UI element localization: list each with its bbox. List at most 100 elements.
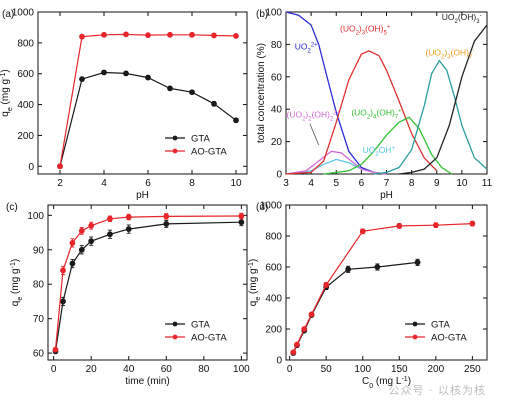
- y-tick-label: 60: [33, 349, 45, 360]
- data-point: [374, 264, 381, 270]
- series-line-2: [285, 150, 387, 175]
- y-tick-label: 0: [28, 162, 34, 173]
- x-tick-label: 200: [427, 364, 444, 375]
- annotation-arrow: [309, 123, 320, 145]
- data-point: [79, 76, 85, 83]
- y-tick-label: 800: [265, 232, 282, 243]
- y-tick-label: 600: [17, 69, 34, 80]
- y-tick-label: 60: [271, 72, 283, 83]
- data-point: [79, 33, 85, 40]
- data-point: [301, 326, 308, 332]
- panel-label: (a): [2, 9, 14, 20]
- data-point: [233, 33, 239, 39]
- species-label: (UO2)4(OH)7+: [351, 108, 402, 121]
- x-tick-label: 4: [308, 178, 314, 189]
- y-axis-label: qe (mg g-1): [0, 69, 14, 116]
- data-point: [233, 117, 239, 124]
- panel-a: 2 4 6 8 10 0 200 400 600 800 1000(a) pH qe (mg g-1) G…: [0, 8, 248, 201]
- data-point: [123, 70, 129, 77]
- data-point: [78, 246, 85, 253]
- series-line-0: [292, 261, 418, 354]
- species-label: UO22+: [295, 41, 318, 54]
- data-point: [469, 220, 476, 227]
- species-label: (UO2)3(OH)5+: [340, 23, 391, 36]
- legend-label: GTA: [191, 134, 210, 145]
- legend-label: GTA: [191, 320, 210, 331]
- y-tick-label: 100: [27, 211, 44, 222]
- y-tick-label: 20: [271, 137, 283, 148]
- x-tick-label: 9: [434, 178, 440, 189]
- series-line-5: [373, 59, 488, 175]
- panel-label: (c): [6, 202, 18, 213]
- data-point: [290, 349, 297, 356]
- y-axis-label: qe (mg g-1): [248, 259, 262, 306]
- x-tick-label: 150: [391, 364, 408, 375]
- data-point: [101, 31, 107, 38]
- legend-marker: [172, 148, 178, 154]
- data-point: [167, 85, 173, 92]
- data-point: [60, 298, 66, 305]
- y-tick-label: 0: [276, 356, 282, 367]
- data-point: [359, 228, 366, 235]
- legend-label: AO-GTA: [191, 147, 227, 158]
- data-point: [294, 341, 300, 348]
- x-tick-label: 11: [482, 178, 493, 189]
- x-tick-label: 250: [464, 364, 481, 375]
- species-label: UO2OH+: [363, 145, 396, 158]
- x-tick-label: 100: [354, 364, 371, 375]
- x-tick-label: 10: [230, 178, 242, 189]
- data-point: [432, 222, 439, 229]
- panel-c: 0 20 40 60 80 100 60 70 80 90 100 (c) time (min) qe (…: [6, 202, 250, 387]
- data-point: [414, 259, 421, 266]
- y-tick-label: 80: [271, 40, 283, 51]
- data-point: [52, 346, 59, 353]
- panel-label: (b): [256, 9, 268, 20]
- data-point: [238, 219, 245, 226]
- y-tick-label: 100: [265, 8, 282, 19]
- y-tick-label: 400: [265, 294, 282, 305]
- data-point: [211, 100, 217, 107]
- x-tick-label: 3: [283, 178, 289, 189]
- watermark: 公众号 · 以核为核: [388, 384, 486, 397]
- x-tick-label: 80: [198, 364, 210, 375]
- legend-marker: [412, 321, 418, 327]
- legend-label: AO-GTA: [191, 333, 227, 344]
- data-point: [125, 214, 132, 220]
- data-point: [167, 31, 173, 38]
- legend-marker: [412, 334, 418, 340]
- data-point: [323, 281, 330, 288]
- plot-frame: [285, 204, 488, 361]
- series-line-6: [399, 24, 488, 175]
- x-axis-label: pH: [380, 190, 393, 201]
- y-tick-label: 600: [265, 263, 282, 274]
- data-point: [69, 260, 76, 267]
- y-axis-label: total concentration (%): [256, 43, 267, 143]
- data-point: [163, 221, 170, 227]
- y-tick-label: 1000: [260, 201, 283, 212]
- data-point: [308, 311, 315, 318]
- y-tick-label: 80: [33, 280, 45, 291]
- panel-d: 0 50 100 150 200 250 0 200 400 600 800 1000(d) C0 (m…: [248, 201, 488, 390]
- y-tick-label: 200: [265, 325, 282, 336]
- x-tick-label: 10: [456, 178, 468, 189]
- x-tick-label: 0: [287, 364, 293, 375]
- x-tick-label: 5: [333, 178, 339, 189]
- data-point: [88, 222, 95, 229]
- data-point: [78, 227, 85, 234]
- data-point: [107, 215, 113, 222]
- y-tick-label: 40: [271, 105, 283, 116]
- x-tick-label: 60: [161, 364, 173, 375]
- legend-marker: [172, 334, 178, 340]
- y-tick-label: 400: [17, 100, 34, 111]
- legend-marker: [172, 321, 178, 327]
- legend-marker: [172, 135, 178, 141]
- y-tick-label: 200: [17, 131, 34, 142]
- data-point: [145, 74, 151, 81]
- x-tick-label: 7: [384, 178, 390, 189]
- data-point: [189, 89, 195, 96]
- data-point: [396, 223, 403, 229]
- x-tick-label: 6: [145, 178, 151, 189]
- y-tick-label: 1000: [12, 8, 35, 19]
- data-point: [345, 266, 352, 273]
